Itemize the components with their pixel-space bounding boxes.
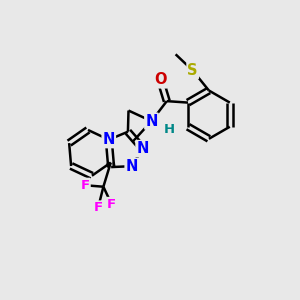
Text: H: H [164, 123, 175, 136]
Text: H: H [164, 123, 175, 136]
Text: N: N [126, 159, 138, 174]
Text: N: N [136, 141, 149, 156]
Text: N: N [145, 114, 158, 129]
Text: F: F [81, 179, 90, 192]
Text: N: N [103, 132, 115, 147]
Text: F: F [94, 201, 103, 214]
Text: F: F [107, 198, 116, 211]
Text: O: O [154, 72, 167, 87]
Text: S: S [188, 63, 198, 78]
